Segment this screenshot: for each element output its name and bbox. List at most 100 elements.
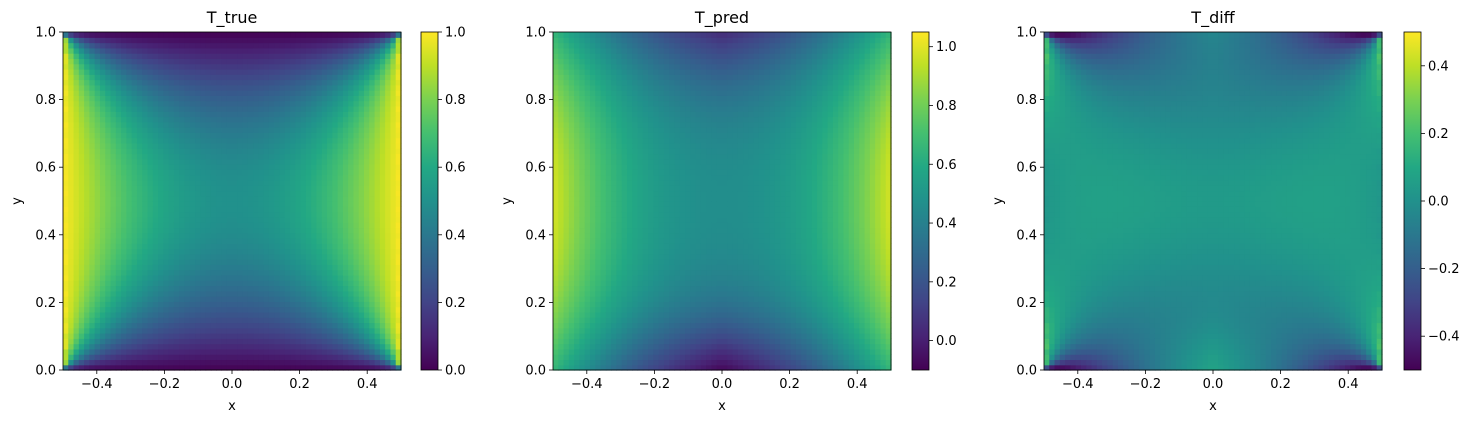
heatmap-cell xyxy=(284,148,291,155)
heatmap-cell xyxy=(216,364,223,371)
heatmap-cell xyxy=(568,37,575,44)
heatmap-cells xyxy=(63,32,402,371)
heatmap-cell xyxy=(311,274,318,281)
heatmap-cell xyxy=(348,269,355,276)
heatmap-cell xyxy=(316,137,323,144)
heatmap-cell xyxy=(364,311,370,318)
heatmap-cell xyxy=(121,359,127,366)
heatmap-cell xyxy=(379,179,386,186)
heatmap-cell xyxy=(295,179,302,186)
heatmap-cell xyxy=(589,164,596,170)
heatmap-cell xyxy=(78,232,85,239)
heatmap-cell xyxy=(358,359,365,366)
heatmap-cell xyxy=(142,274,149,281)
heatmap-cell xyxy=(616,253,623,260)
heatmap-cell xyxy=(242,348,249,355)
heatmap-cell xyxy=(158,253,164,260)
heatmap-cell xyxy=(358,58,365,65)
heatmap-cell xyxy=(142,333,149,339)
heatmap-cell xyxy=(621,248,628,255)
heatmap-cell xyxy=(253,264,260,271)
heatmap-cell xyxy=(105,354,112,361)
heatmap-cell xyxy=(584,127,591,133)
heatmap-cell xyxy=(321,169,328,176)
heatmap-cell xyxy=(311,158,318,165)
heatmap-cell xyxy=(268,301,275,308)
heatmap-cell xyxy=(221,211,228,218)
heatmap-cell xyxy=(279,116,286,123)
heatmap-cell xyxy=(558,248,565,255)
heatmap-cell xyxy=(364,63,370,70)
heatmap-cell xyxy=(216,105,223,112)
heatmap-cell xyxy=(279,90,286,96)
heatmap-cell xyxy=(168,296,175,302)
heatmap-cell xyxy=(290,348,296,355)
heatmap-cell xyxy=(158,274,164,281)
heatmap-cell xyxy=(168,333,175,339)
heatmap-cell xyxy=(321,237,328,244)
heatmap-cell xyxy=(200,47,207,54)
heatmap-cell xyxy=(369,127,376,133)
heatmap-cell xyxy=(232,333,238,339)
heatmap-cell xyxy=(558,253,565,260)
heatmap-cell xyxy=(395,185,402,192)
heatmap-cell xyxy=(385,285,392,292)
heatmap-cell xyxy=(263,269,270,276)
heatmap-cell xyxy=(611,274,617,281)
heatmap-cell xyxy=(237,359,244,366)
heatmap-cell xyxy=(152,121,159,128)
heatmap-cell xyxy=(327,248,333,255)
heatmap-cell xyxy=(395,84,402,91)
heatmap-cell xyxy=(168,53,175,60)
heatmap-cell xyxy=(321,201,328,207)
heatmap-cell xyxy=(121,95,127,102)
heatmap-cell xyxy=(237,243,244,250)
heatmap-cell xyxy=(358,237,365,244)
heatmap-cell xyxy=(73,116,80,123)
heatmap-cell xyxy=(168,301,175,308)
heatmap-cell xyxy=(353,338,360,345)
heatmap-cell xyxy=(84,185,91,192)
heatmap-cell xyxy=(216,179,223,186)
heatmap-cell xyxy=(68,201,75,207)
heatmap-cell xyxy=(184,264,191,271)
heatmap-cell xyxy=(84,364,91,371)
heatmap-cell xyxy=(600,68,607,75)
heatmap-cell xyxy=(110,47,117,54)
heatmap-cell xyxy=(321,280,328,287)
heatmap-cell xyxy=(205,179,212,186)
heatmap-cell xyxy=(342,243,349,250)
heatmap-cell xyxy=(253,74,260,81)
heatmap-cell xyxy=(574,95,581,102)
heatmap-cell xyxy=(253,116,260,123)
heatmap-cell xyxy=(305,359,312,366)
heatmap-cell xyxy=(279,32,286,38)
heatmap-cell xyxy=(295,317,302,324)
heatmap-cell xyxy=(136,285,143,292)
heatmap-cell xyxy=(258,222,265,229)
heatmap-cell xyxy=(142,206,149,213)
heatmap-cell xyxy=(126,179,133,186)
heatmap-cell xyxy=(173,63,180,70)
heatmap-cell xyxy=(73,63,80,70)
heatmap-cell xyxy=(110,79,117,86)
heatmap-cell xyxy=(216,201,223,207)
heatmap-cell xyxy=(189,142,196,149)
heatmap-cell xyxy=(611,63,617,70)
heatmap-cell xyxy=(595,343,602,350)
heatmap-cell xyxy=(616,232,623,239)
heatmap-cell xyxy=(205,148,212,155)
heatmap-cell xyxy=(605,274,612,281)
heatmap-cell xyxy=(605,142,612,149)
heatmap-cell xyxy=(136,274,143,281)
heatmap-cell xyxy=(284,311,291,318)
heatmap-cell xyxy=(568,359,575,366)
heatmap-cell xyxy=(595,359,602,366)
heatmap-cell xyxy=(99,58,106,65)
heatmap-cell xyxy=(221,343,228,350)
heatmap-cell xyxy=(321,306,328,313)
heatmap-cell xyxy=(611,68,617,75)
heatmap-cell xyxy=(305,269,312,276)
heatmap-cell xyxy=(115,285,122,292)
heatmap-cell xyxy=(305,74,312,81)
